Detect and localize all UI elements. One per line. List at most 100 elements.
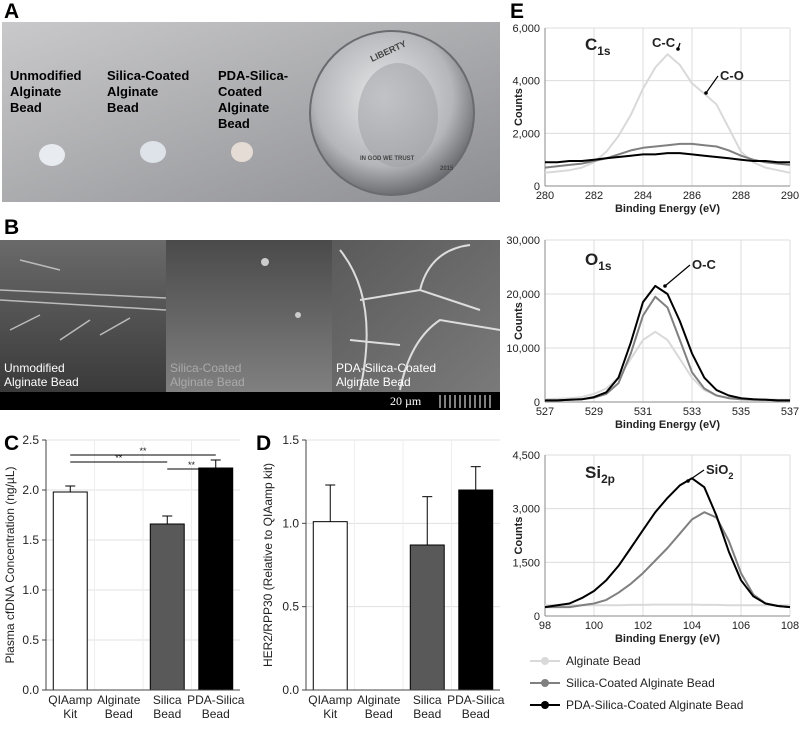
annotation-arrow (687, 469, 705, 482)
x-tick-label: 529 (585, 406, 603, 418)
panel-letter: C (4, 432, 19, 455)
y-tick-label: 0.5 (282, 600, 299, 614)
y-axis-title: Counts (513, 88, 525, 126)
x-tick-label: PDA-Silica Bead (187, 693, 245, 721)
spectrum-line (544, 330, 790, 401)
x-tick-label: 282 (585, 190, 603, 202)
y-tick-label: 1.5 (22, 533, 39, 547)
y-tick-label: 2,000 (512, 128, 540, 140)
y-tick-label: 10,000 (506, 343, 540, 355)
significance-label: ** (188, 460, 196, 470)
spectrum-label-main: C (585, 35, 597, 54)
bead-label: Unmodified (10, 68, 82, 83)
x-tick-label: 280 (536, 190, 554, 202)
legend-marker (541, 657, 549, 665)
bead-label: Bead (107, 100, 139, 115)
peak-annotation-main: SiO (706, 462, 728, 477)
annotation-arrowhead (663, 284, 667, 288)
bead (39, 144, 65, 166)
x-tick-label: PDA-Silica Bead (447, 693, 505, 721)
y-axis-title: Plasma cfDNA Concentration (ng/µL) (3, 466, 17, 663)
annotation-arrow (664, 264, 691, 287)
annotation-arrowhead (686, 479, 690, 483)
coin-text: 2015 (440, 166, 454, 172)
bar (198, 467, 234, 691)
y-tick-label: 2.0 (22, 483, 39, 497)
panel-letter: D (256, 432, 271, 455)
annotation-arrowhead (676, 47, 680, 51)
y-tick-label: 0 (534, 181, 540, 193)
spectrum-line (544, 477, 791, 609)
x-tick-label: 100 (585, 620, 603, 632)
bead-label: Alginate (107, 84, 158, 99)
x-tick-label: 535 (732, 406, 750, 418)
sem-image (332, 240, 500, 392)
sem-label: Alginate Bead (4, 375, 79, 389)
sem-label: Unmodified (4, 361, 65, 375)
legend-label: Alginate Bead (566, 654, 641, 668)
y-tick-label: 0.0 (22, 683, 39, 697)
coin-text: IN GOD WE TRUST (360, 156, 415, 162)
y-tick-label: 1.0 (22, 583, 39, 597)
x-tick-label: 108 (781, 620, 799, 632)
sem-texture (261, 258, 269, 266)
peak-annotation-main: O-C (692, 257, 716, 272)
x-tick-label: Silica Bead (413, 693, 442, 721)
sem-texture (0, 259, 167, 341)
sem-label: PDA-Silica-Coated (336, 361, 436, 375)
sem-label: Silica-Coated (170, 361, 241, 375)
y-tick-label: 1,500 (512, 557, 540, 569)
scale-bar (439, 395, 491, 408)
sem-label: Alginate Bead (170, 375, 245, 389)
x-tick-label: 537 (781, 406, 799, 418)
x-tick-label: Silica Bead (153, 693, 182, 721)
bead (140, 141, 166, 163)
x-tick-label: 531 (634, 406, 652, 418)
x-tick-label: 284 (634, 190, 652, 202)
peak-annotation: SiO2 (706, 462, 733, 481)
y-tick-label: 0.5 (22, 633, 39, 647)
sem-image (0, 240, 166, 392)
y-tick-label: 0 (534, 611, 540, 623)
annotation-arrow (705, 75, 719, 94)
y-tick-label: 0.0 (282, 683, 299, 697)
peak-annotation-main: C-O (720, 68, 744, 83)
spectrum-line (545, 152, 790, 164)
bar (409, 544, 445, 691)
bar (312, 521, 348, 691)
bead-label: Bead (218, 116, 250, 131)
bar (52, 491, 88, 691)
x-tick-label: 98 (539, 620, 551, 632)
spectrum-line (545, 511, 791, 609)
peak-annotation: C-O (720, 68, 744, 83)
peak-annotation: O-C (692, 257, 716, 272)
x-tick-label: 288 (732, 190, 750, 202)
x-tick-label: 104 (683, 620, 701, 632)
bar (149, 523, 185, 691)
x-tick-label: 286 (683, 190, 701, 202)
peak-annotation-sub: 2 (728, 471, 733, 481)
y-tick-label: 4,500 (512, 450, 540, 462)
bead-label: Bead (10, 100, 42, 115)
x-axis-title: Binding Energy (eV) (615, 633, 720, 645)
y-axis-title: Counts (513, 302, 525, 340)
scale-bar-label: 20 µm (390, 394, 422, 408)
legend-marker (541, 679, 549, 687)
y-tick-label: 4,000 (512, 76, 540, 88)
spectrum-line (545, 295, 790, 402)
x-tick-label: QIAamp Kit (48, 693, 92, 721)
significance-label: ** (115, 453, 123, 463)
panel-letter: E (510, 0, 524, 23)
y-axis-title: Counts (513, 517, 525, 555)
x-tick-label: 533 (683, 406, 701, 418)
y-tick-label: 20,000 (506, 289, 540, 301)
x-tick-label: 106 (732, 620, 750, 632)
spectrum-label-sub: 2p (601, 472, 615, 486)
legend-label: PDA-Silica-Coated Alginate Bead (566, 698, 743, 712)
y-tick-label: 3,000 (512, 504, 540, 516)
x-tick-label: 290 (781, 190, 799, 202)
bead-label: PDA-Silica- (218, 68, 288, 83)
peak-annotation-main: C-C (652, 35, 676, 50)
sem-panel (0, 240, 501, 410)
